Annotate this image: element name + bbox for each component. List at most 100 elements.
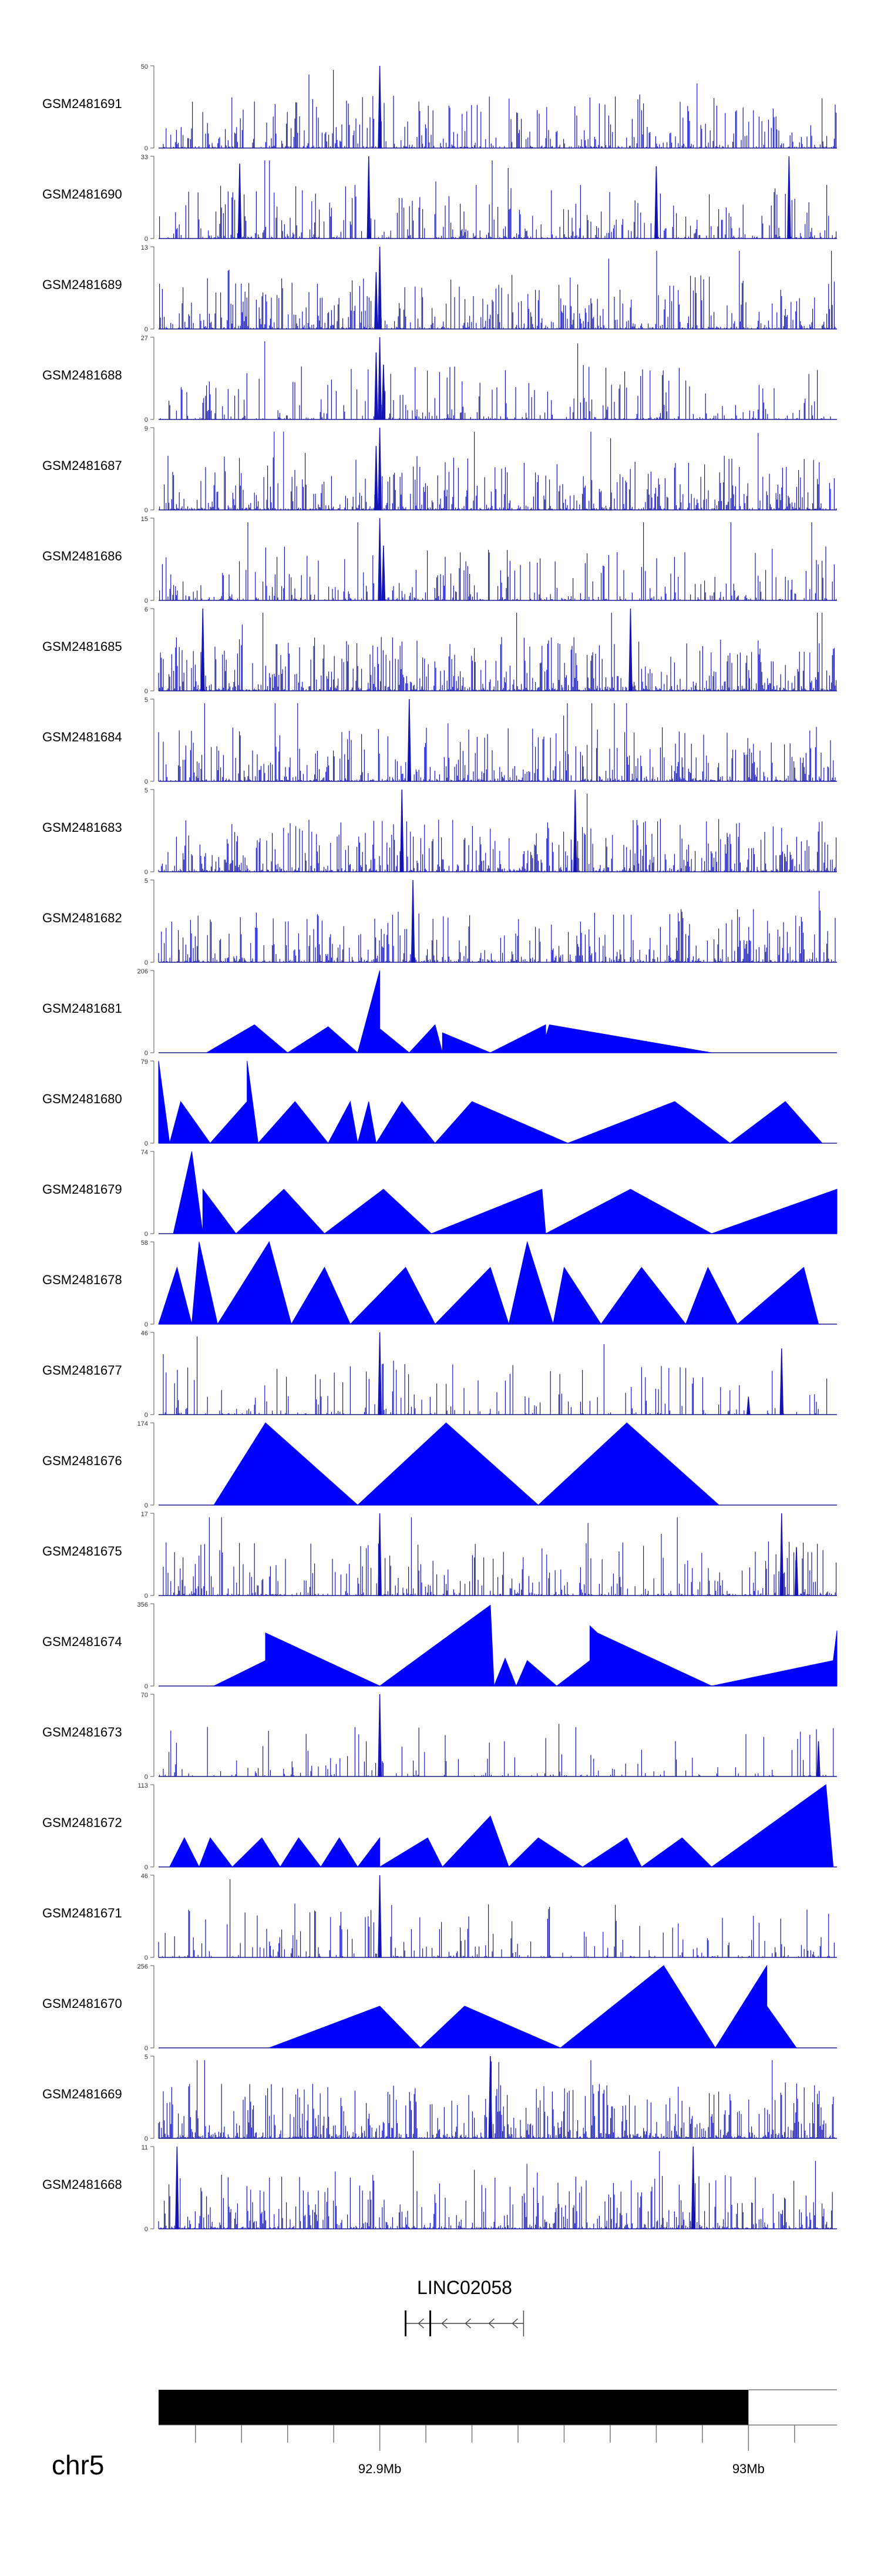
y-tick-label-min: 0 [144, 1593, 148, 1600]
y-tick-label-max: 58 [141, 1240, 148, 1247]
track-label: GSM2481668 [42, 2177, 122, 2192]
track: GSM2481672 113 0 [42, 1782, 837, 1871]
chromosome-label: chr5 [52, 2450, 104, 2480]
ideogram-band [159, 2390, 749, 2425]
coverage-bars [158, 891, 836, 962]
coverage-peak [366, 156, 371, 239]
coverage-area [269, 1964, 797, 2048]
track: GSM2481677 46 0 [42, 1330, 837, 1419]
track-label: GSM2481691 [42, 96, 122, 111]
y-tick-label-max: 46 [141, 1873, 148, 1880]
coverage-peak [573, 789, 577, 872]
y-tick-label-max: 6 [144, 606, 148, 613]
y-tick-label-min: 0 [144, 869, 148, 876]
coverage-peak [378, 1332, 382, 1415]
track: GSM2481669 5 0 [42, 2054, 837, 2142]
coverage-bars [159, 160, 837, 239]
coverage-bars [159, 522, 837, 600]
coverage-area [205, 970, 712, 1053]
track: GSM2481688 27 0 [42, 335, 837, 424]
y-tick-label-max: 206 [137, 968, 148, 975]
y-tick-label-max: 9 [144, 425, 148, 432]
y-tick-label-max: 11 [142, 2144, 148, 2151]
coverage-peak [378, 518, 382, 601]
coverage-bars [158, 1879, 835, 1957]
x-tick-label: 93Mb [732, 2461, 765, 2476]
track-label: GSM2481684 [42, 730, 122, 744]
track: GSM2481674 356 0 [42, 1601, 838, 1690]
coverage-bars [158, 2151, 833, 2229]
track-label: GSM2481686 [42, 549, 122, 563]
track: GSM2481678 58 0 [42, 1240, 837, 1328]
y-tick-label-max: 50 [141, 63, 148, 70]
y-tick-label-min: 0 [144, 1321, 148, 1328]
coverage-peak [381, 545, 386, 601]
y-tick-label-max: 5 [144, 878, 148, 885]
coverage-peak [374, 352, 378, 420]
coverage-peak [411, 879, 415, 963]
coverage-peak [381, 364, 386, 420]
track: GSM2481686 15 0 [42, 516, 837, 604]
track-label: GSM2481680 [42, 1091, 122, 1106]
track-label: GSM2481681 [42, 1001, 122, 1016]
y-tick-label-min: 0 [144, 1502, 148, 1509]
y-tick-label-min: 0 [144, 145, 148, 152]
coverage-peak [787, 156, 791, 239]
y-tick-label-max: 174 [137, 1420, 148, 1428]
coverage-area [158, 1060, 823, 1144]
track-label: GSM2481678 [42, 1272, 122, 1287]
coverage-bars [159, 1724, 834, 1776]
track-label: GSM2481677 [42, 1363, 122, 1378]
track: GSM2481684 5 0 [42, 697, 837, 785]
y-tick-label-min: 0 [144, 1050, 148, 1057]
coverage-peak [175, 2146, 179, 2229]
track-label: GSM2481688 [42, 368, 122, 382]
y-tick-label-min: 0 [144, 417, 148, 424]
y-tick-label-min: 0 [144, 1774, 148, 1781]
y-tick-label-max: 33 [141, 154, 148, 161]
track-label: GSM2481689 [42, 277, 122, 292]
coverage-peak [378, 427, 382, 511]
coverage-peak [378, 337, 382, 420]
y-tick-label-max: 15 [141, 516, 148, 523]
track-label: GSM2481679 [42, 1182, 122, 1197]
coverage-peak [628, 608, 633, 691]
y-tick-label-max: 27 [141, 335, 148, 342]
coverage-peak [816, 1741, 821, 1777]
strand-arrow [418, 2318, 425, 2329]
gene-label: LINC02058 [417, 2277, 512, 2298]
track-label: GSM2481682 [42, 911, 122, 925]
coverage-peak [691, 2146, 695, 2229]
y-tick-label-max: 70 [141, 1692, 148, 1699]
y-tick-label-max: 79 [141, 1059, 148, 1066]
y-tick-label-min: 0 [144, 1683, 148, 1690]
coverage-bars [163, 70, 837, 148]
track: GSM2481680 79 0 [42, 1059, 837, 1147]
y-tick-label-min: 0 [144, 507, 148, 514]
strand-arrow [488, 2318, 495, 2329]
coverage-peak [378, 1875, 382, 1958]
y-tick-label-max: 17 [141, 1511, 148, 1518]
track: GSM2481683 5 0 [42, 787, 837, 876]
track: GSM2481690 33 0 [42, 154, 837, 243]
y-tick-label-min: 0 [144, 236, 148, 243]
track-label: GSM2481669 [42, 2087, 122, 2101]
y-tick-label-max: 113 [137, 1782, 148, 1789]
y-tick-label-min: 0 [144, 1864, 148, 1871]
y-tick-label-min: 0 [144, 1954, 148, 1962]
coverage-bars [159, 251, 836, 329]
y-tick-label-max: 74 [141, 1149, 148, 1156]
coverage-peak [378, 1694, 382, 1777]
coverage-peak [374, 272, 378, 330]
track: GSM2481689 13 0 [42, 244, 837, 333]
track-label: GSM2481685 [42, 639, 122, 654]
y-tick-label-min: 0 [144, 959, 148, 966]
coverage-area [213, 1422, 720, 1506]
track: GSM2481670 256 0 [42, 1963, 837, 2052]
coverage-area [169, 1784, 834, 1868]
coverage-bars [158, 2060, 835, 2138]
coverage-peak [374, 446, 378, 511]
track: GSM2481682 5 0 [42, 878, 837, 966]
